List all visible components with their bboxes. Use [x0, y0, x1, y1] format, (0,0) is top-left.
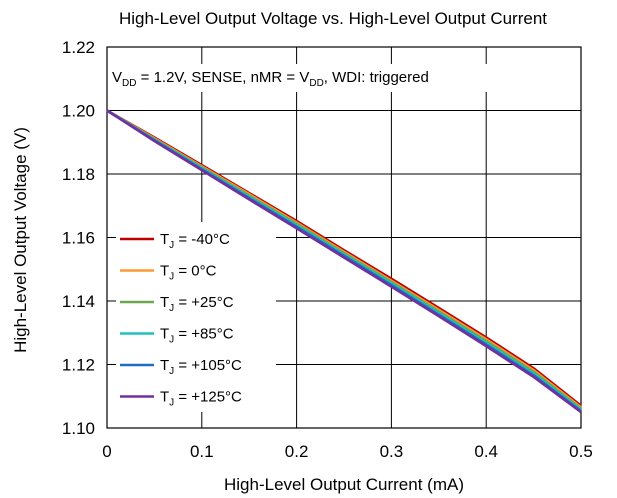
legend: TJ = -40°C TJ = 0°C TJ = +25°C TJ = +85°C TJ… [116, 222, 276, 412]
legend-label: TJ = -40°C [160, 231, 230, 251]
x-tick-labels: 0 0.1 0.2 0.3 0.4 0.5 [102, 442, 593, 461]
y-tick-label: 1.20 [62, 102, 95, 121]
x-tick-label: 0 [102, 442, 111, 461]
x-tick-label: 0.2 [285, 442, 309, 461]
x-tick-label: 0.1 [190, 442, 214, 461]
plot-frame [106, 46, 582, 429]
x-axis-label: High-Level Output Current (mA) [224, 475, 464, 494]
legend-label: TJ = +105°C [160, 357, 242, 377]
legend-label: TJ = +125°C [160, 389, 242, 409]
y-axis-label: High-Level Output Voltage (V) [11, 127, 30, 353]
y-tick-label: 1.14 [62, 292, 95, 311]
annotation-v: V [112, 69, 122, 86]
annotation-tail: , WDI: triggered [324, 69, 429, 86]
y-tick-label: 1.10 [62, 419, 95, 438]
annotation-sub-dd-2: DD [309, 78, 323, 89]
annotation-mid: = 1.2V, SENSE, nMR = V [136, 69, 309, 86]
y-tick-label: 1.12 [62, 356, 95, 375]
annotation-sub-dd: DD [122, 78, 136, 89]
legend-label: TJ = +85°C [160, 326, 234, 346]
annotation-background [108, 64, 528, 92]
y-tick-labels: 1.10 1.12 1.14 1.16 1.18 1.20 1.22 [62, 38, 95, 438]
legend-background [116, 222, 276, 412]
chart-title: High-Level Output Voltage vs. High-Level… [119, 9, 547, 28]
y-tick-label: 1.18 [62, 165, 95, 184]
y-tick-label: 1.16 [62, 229, 95, 248]
legend-label: TJ = 0°C [160, 263, 217, 283]
legend-label: TJ = +25°C [160, 294, 234, 314]
x-tick-label: 0.3 [380, 442, 404, 461]
series-group [106, 109, 582, 414]
y-tick-label: 1.22 [62, 38, 95, 57]
series-line [106, 109, 582, 414]
x-tick-label: 0.5 [569, 442, 593, 461]
x-tick-label: 0.4 [474, 442, 498, 461]
annotation-text: VDD = 1.2V, SENSE, nMR = VDD, WDI: trigg… [112, 69, 429, 89]
